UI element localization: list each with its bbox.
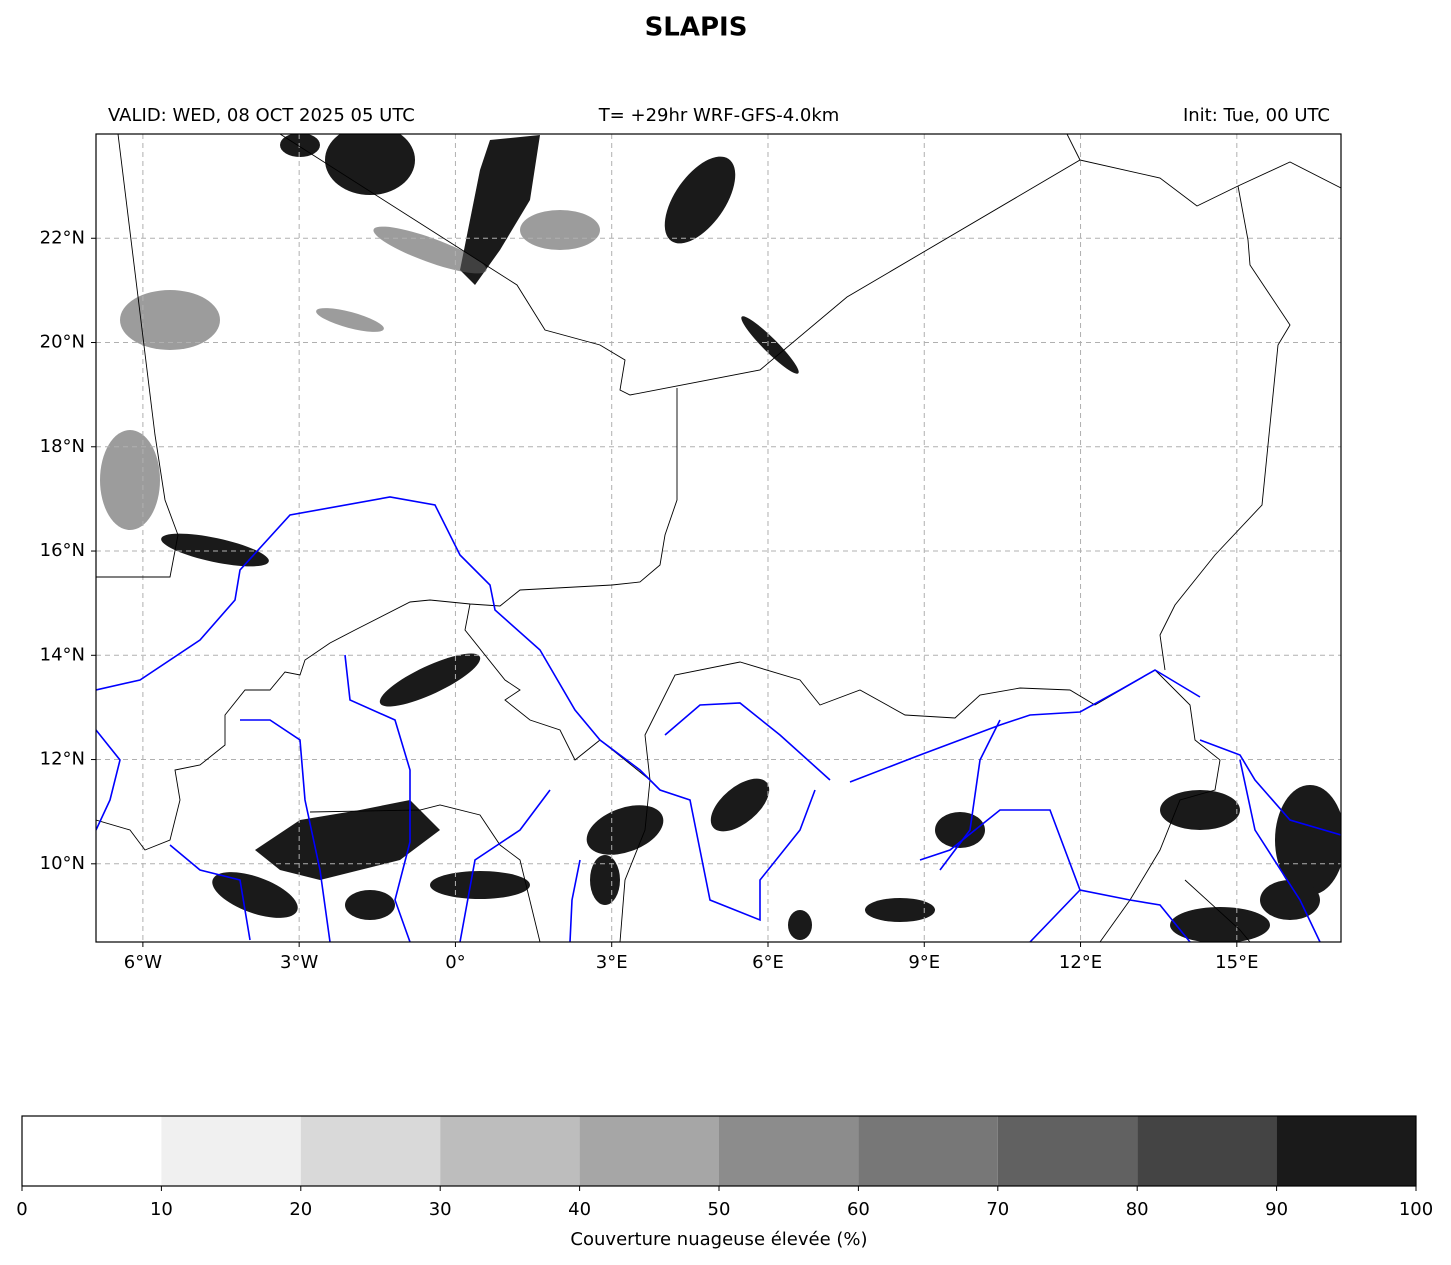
colorbar-segment — [997, 1116, 1138, 1186]
colorbar-segment — [579, 1116, 719, 1186]
y-tick-label: 14°N — [40, 644, 85, 665]
colorbar-tick-label: 50 — [708, 1199, 731, 1220]
colorbar-segment — [22, 1116, 162, 1186]
colorbar-tick-label: 70 — [986, 1199, 1009, 1220]
colorbar-label: Couverture nuageuse élevée (%) — [570, 1229, 867, 1250]
title: SLAPIS — [645, 13, 748, 43]
map-frame — [95, 133, 1342, 943]
colorbar-tick-label: 20 — [289, 1199, 312, 1220]
colorbar-tick-label: 60 — [847, 1199, 870, 1220]
colorbar-segment — [1276, 1116, 1416, 1186]
colorbar-segment — [1137, 1116, 1277, 1186]
x-tick-label: 6°W — [124, 952, 162, 973]
colorbar-segment — [858, 1116, 998, 1186]
y-tick-label: 20°N — [40, 332, 85, 353]
colorbar-segment — [300, 1116, 441, 1186]
y-tick-label: 10°N — [40, 853, 85, 874]
colorbar-tick-label: 30 — [429, 1199, 452, 1220]
x-tick-label: 3°W — [280, 952, 318, 973]
colorbar-segment — [719, 1116, 859, 1186]
x-tick-label: 12°E — [1059, 952, 1102, 973]
colorbar-tick-label: 40 — [568, 1199, 591, 1220]
x-tick-label: 0° — [445, 952, 465, 973]
x-tick-label: 6°E — [752, 952, 784, 973]
colorbar-tick-label: 100 — [1399, 1199, 1433, 1220]
x-tick-label: 3°E — [596, 952, 628, 973]
init-time: Init: Tue, 00 UTC — [1183, 105, 1330, 126]
x-tick-label: 15°E — [1215, 952, 1258, 973]
y-tick-label: 18°N — [40, 436, 85, 457]
valid-time: VALID: WED, 08 OCT 2025 05 UTC — [108, 105, 415, 126]
model-run: T= +29hr WRF-GFS-4.0km — [598, 105, 840, 126]
colorbar-segment — [161, 1116, 301, 1186]
clouds — [100, 134, 1341, 942]
y-tick-label: 16°N — [40, 540, 85, 561]
colorbar-tick-label: 80 — [1126, 1199, 1149, 1220]
colorbar-tick-label: 90 — [1265, 1199, 1288, 1220]
x-tick-label: 9°E — [908, 952, 940, 973]
colorbar-tick-label: 0 — [16, 1199, 27, 1220]
y-tick-label: 12°N — [40, 749, 85, 770]
map — [96, 134, 1341, 942]
colorbar-segment — [440, 1116, 580, 1186]
colorbar-tick-label: 10 — [150, 1199, 173, 1220]
y-tick-label: 22°N — [40, 227, 85, 248]
